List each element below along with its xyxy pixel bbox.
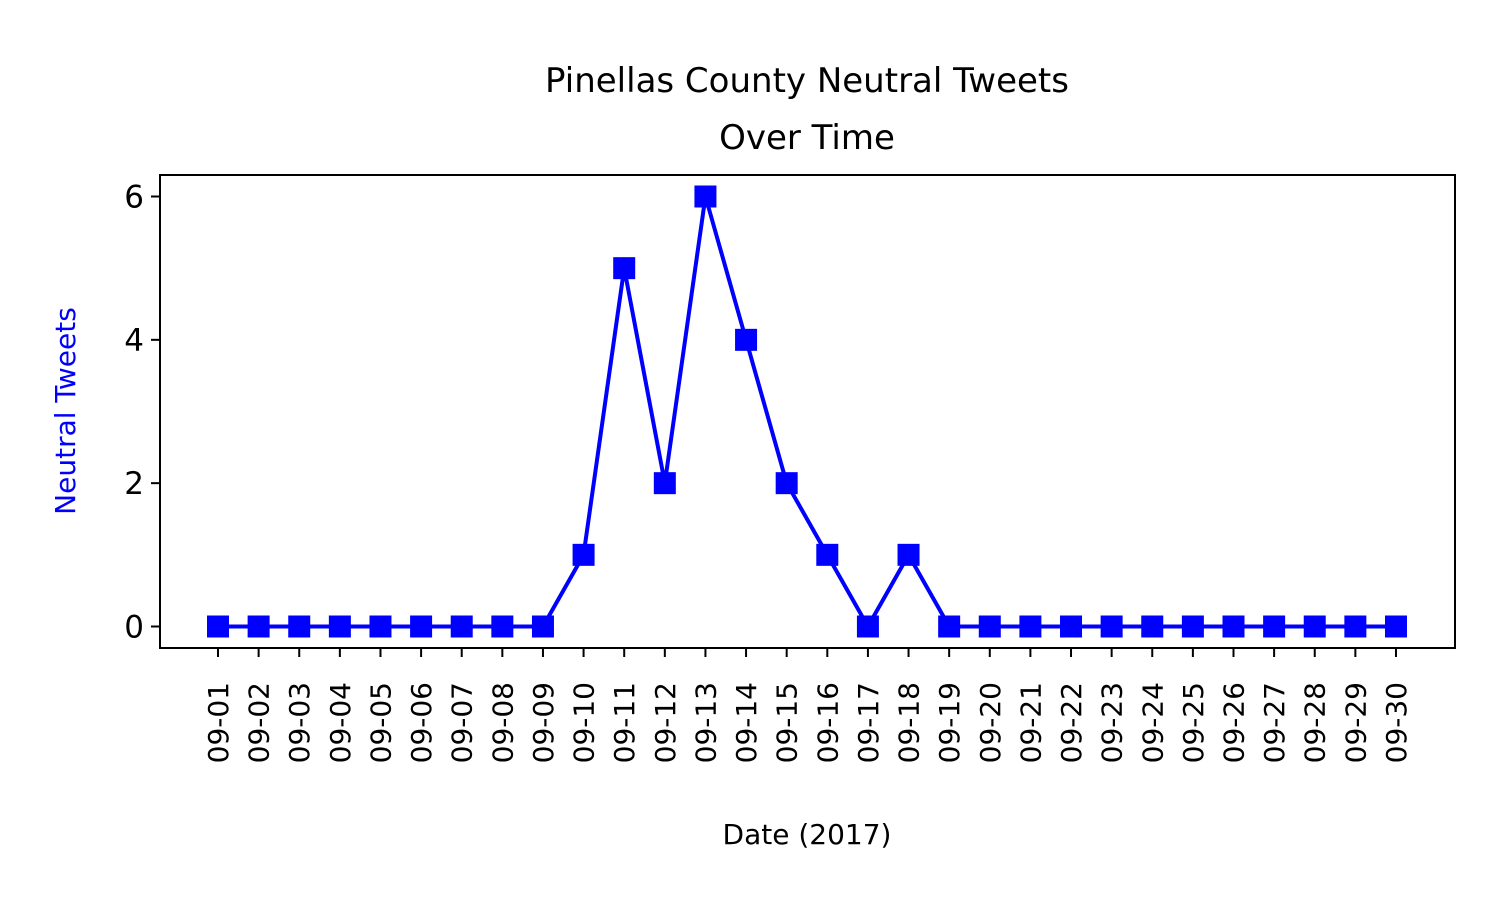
x-tick-label: 09-22 [1055, 682, 1088, 763]
series-neutral-tweets [207, 185, 1407, 638]
x-tick-label: 09-23 [1096, 682, 1129, 763]
data-point-marker [735, 328, 758, 351]
data-point-marker [1100, 615, 1123, 638]
data-point-marker [694, 185, 717, 208]
x-tick-label: 09-24 [1136, 682, 1169, 763]
x-tick-label: 09-10 [568, 682, 601, 763]
data-point-marker [856, 615, 879, 638]
x-tick-label: 09-26 [1218, 682, 1251, 763]
data-point-marker [247, 615, 270, 638]
y-tick-label: 0 [124, 610, 144, 646]
data-point-marker [816, 543, 839, 566]
chart-title-line1: Pinellas County Neutral Tweets [545, 61, 1069, 101]
data-point-marker [531, 615, 554, 638]
data-point-marker [410, 615, 433, 638]
x-tick-label: 09-19 [933, 682, 966, 763]
data-point-marker [450, 615, 473, 638]
x-axis: 09-01 09-02 09-03 09-04 09-05 09-06 09-07 09-08… [202, 648, 1413, 763]
data-point-marker [897, 543, 920, 566]
data-point-marker [1263, 615, 1286, 638]
y-tick-label: 2 [124, 466, 144, 502]
plot-frame [159, 174, 1456, 649]
x-tick-label: 09-15 [771, 682, 804, 763]
x-tick-label: 09-02 [243, 682, 276, 763]
x-tick-label: 09-28 [1299, 682, 1332, 763]
x-tick-label: 09-09 [527, 682, 560, 763]
x-tick-label: 09-05 [364, 682, 397, 763]
data-point-marker [369, 615, 392, 638]
data-point-marker [938, 615, 961, 638]
data-point-marker [1384, 615, 1407, 638]
y-tick-label: 6 [124, 180, 144, 216]
data-point-marker [1222, 615, 1245, 638]
x-tick-label: 09-16 [811, 682, 844, 763]
data-point-marker [1141, 615, 1164, 638]
series-line [218, 194, 1396, 629]
data-point-marker [572, 543, 595, 566]
x-tick-label: 09-18 [893, 682, 926, 763]
data-point-marker [1019, 615, 1042, 638]
x-tick-label: 09-14 [730, 682, 763, 763]
data-point-marker [775, 472, 798, 495]
y-axis-label: Neutral Tweets [49, 307, 82, 515]
x-tick-label: 09-07 [446, 682, 479, 763]
data-point-marker [1303, 615, 1326, 638]
data-point-marker [207, 615, 229, 638]
y-tick-label: 4 [124, 323, 144, 359]
data-point-marker [491, 615, 514, 638]
y-axis: 0 2 4 6 [124, 180, 160, 646]
x-axis-label: Date (2017) [723, 818, 892, 851]
x-tick-label: 09-03 [283, 682, 316, 763]
x-tick-label: 09-08 [486, 682, 519, 763]
chart-title-line2: Over Time [719, 118, 895, 158]
data-point-marker [288, 615, 311, 638]
x-tick-label: 09-13 [689, 682, 722, 763]
x-tick-label: 09-01 [202, 682, 235, 763]
data-point-marker [328, 615, 351, 638]
data-point-marker [978, 615, 1001, 638]
data-point-marker [1060, 615, 1083, 638]
data-point-marker [613, 257, 636, 280]
x-tick-label: 09-11 [608, 682, 641, 763]
x-tick-label: 09-06 [405, 682, 438, 763]
x-tick-label: 09-17 [852, 682, 885, 763]
x-tick-label: 09-27 [1258, 682, 1291, 763]
x-tick-label: 09-29 [1339, 682, 1372, 763]
x-tick-label: 09-25 [1177, 682, 1210, 763]
x-tick-label: 09-04 [324, 682, 357, 763]
data-point-marker [1344, 615, 1367, 638]
data-point-marker [1181, 615, 1204, 638]
x-tick-label: 09-20 [974, 682, 1007, 763]
x-tick-label: 09-30 [1380, 682, 1413, 763]
data-point-marker [653, 472, 676, 495]
x-tick-label: 09-21 [1014, 682, 1047, 763]
x-tick-label: 09-12 [649, 682, 682, 763]
